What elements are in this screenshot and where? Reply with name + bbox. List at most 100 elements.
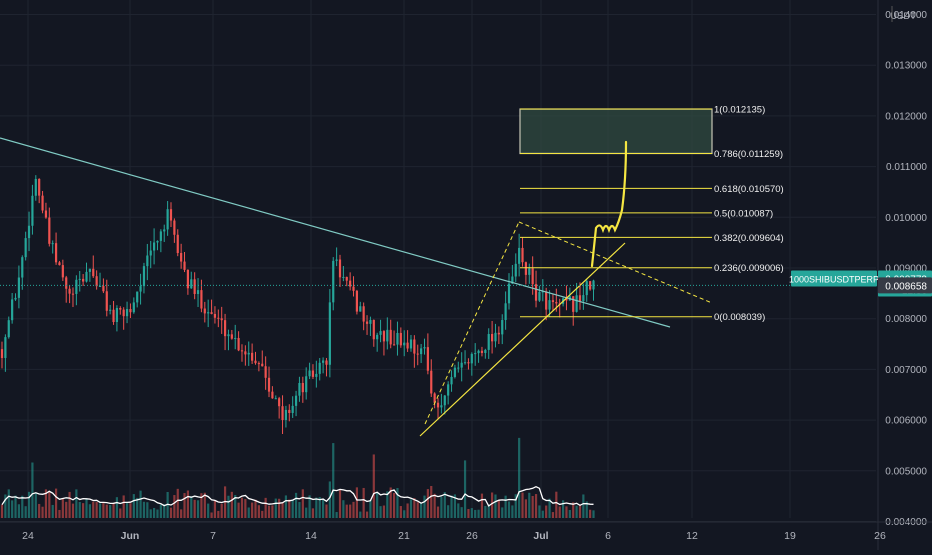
volume-bar [112, 502, 115, 518]
volume-bar [61, 498, 64, 518]
candle-body [88, 268, 91, 272]
volume-bar [420, 502, 423, 518]
volume-bar [322, 498, 325, 518]
volume-bar [345, 504, 348, 518]
candle-body [186, 269, 189, 289]
volume-bar [572, 502, 575, 518]
volume-bar [426, 489, 429, 518]
candle-body [338, 259, 342, 278]
volume-bar [416, 502, 419, 518]
volume-bar [589, 509, 592, 518]
candle-body [403, 342, 406, 346]
volume-bar [186, 490, 189, 518]
candle-body [230, 334, 233, 339]
volume-bar [575, 505, 578, 518]
volume-bar [156, 509, 159, 518]
candle-body [31, 195, 34, 226]
volume-bar [592, 510, 595, 518]
volume-bar [271, 505, 274, 518]
candle-body [4, 337, 7, 358]
candle-body [457, 367, 460, 369]
candle-body [491, 334, 494, 342]
candle-body [176, 234, 179, 254]
volume-bar [531, 495, 534, 518]
volume-bar [41, 506, 44, 518]
candle-body [183, 261, 186, 270]
candle-body [545, 291, 548, 310]
volume-bar [430, 485, 433, 518]
candle-body [237, 337, 240, 351]
candle-body [376, 334, 379, 340]
volume-bar [193, 499, 196, 518]
candle-body [416, 353, 419, 355]
y-tick-label: 0.008000 [885, 314, 927, 325]
candle-body [413, 339, 416, 354]
volume-bar [217, 510, 220, 518]
candle-body [136, 291, 139, 303]
volume-bar [379, 506, 382, 518]
candle-body [156, 240, 159, 243]
volume-bar [511, 505, 514, 518]
volume-bar [433, 493, 436, 518]
fib-target-zone [519, 108, 713, 155]
volume-bar [328, 481, 331, 518]
volume-bar [105, 504, 108, 518]
candle-body [291, 405, 294, 413]
candle-body [278, 398, 281, 407]
candle-body [247, 352, 250, 355]
candle-body [223, 320, 227, 337]
volume-bar [568, 509, 571, 518]
volume-bar [443, 492, 446, 518]
volume-bar [146, 502, 149, 518]
candle-body [575, 295, 578, 312]
candle-body [169, 209, 173, 221]
fib-level-label: 0(0.008039) [714, 312, 765, 323]
candle-body [345, 276, 348, 281]
drawings: 1(0.012135) 0.786(0.011259) 0.618(0.010570… [0, 105, 876, 437]
volume-bar [17, 504, 20, 518]
candle-body [271, 391, 274, 399]
volume-bar [386, 491, 389, 518]
volume-bar [392, 492, 396, 518]
volume-bar [220, 503, 223, 518]
volume-bar [7, 489, 10, 518]
candle-body [146, 255, 149, 267]
volume-bar [51, 504, 54, 518]
candle-body [423, 347, 426, 349]
volume-bar [534, 494, 538, 518]
volume-bar [244, 499, 247, 518]
x-tick-label: 7 [210, 530, 216, 542]
volume-bar [551, 512, 555, 518]
candle-body [210, 312, 213, 314]
candle-body [213, 313, 217, 318]
volume-bar [149, 509, 152, 518]
candle-body [355, 290, 358, 312]
x-tick-label: 26 [874, 530, 886, 542]
volume-bar [457, 503, 460, 518]
candle-body [27, 225, 31, 239]
volume-bar [463, 460, 467, 518]
x-tick-label: 24 [22, 530, 34, 542]
candle-body [474, 353, 477, 355]
candle-body [163, 229, 166, 232]
volume-bar [355, 487, 358, 518]
volume-bar [200, 493, 203, 518]
candle-body [308, 370, 311, 377]
volume-bar [153, 507, 156, 518]
volume-bar [453, 494, 457, 518]
candle-body [14, 297, 17, 300]
volume-bar [247, 507, 250, 518]
volume-bar [450, 495, 453, 518]
candle-body [180, 253, 183, 262]
volume-bar [227, 495, 230, 518]
volume-bar [85, 499, 88, 518]
volume-bar [183, 493, 186, 518]
volume-bar [298, 502, 301, 518]
volume-bar [352, 501, 355, 518]
candle-body [244, 351, 247, 355]
volume-bar [281, 502, 284, 518]
